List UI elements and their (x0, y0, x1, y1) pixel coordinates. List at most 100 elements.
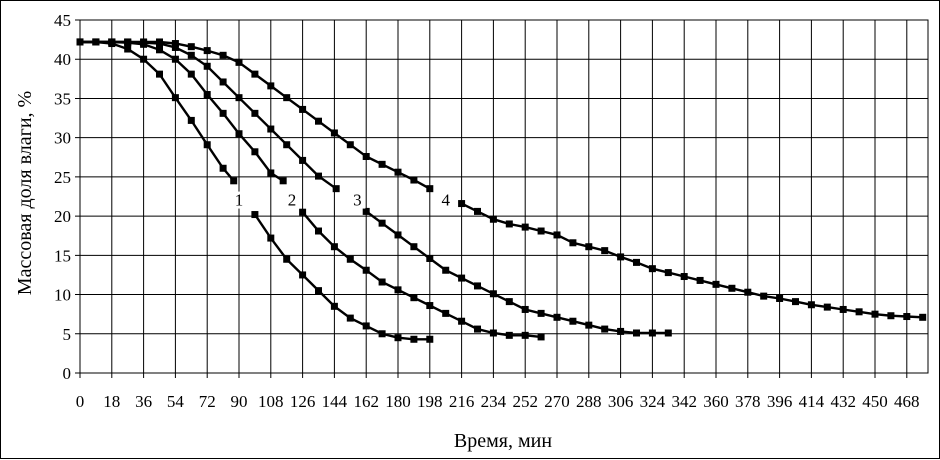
data-point (378, 278, 386, 286)
data-point (332, 185, 340, 193)
series-layer (76, 38, 927, 343)
data-point (140, 38, 148, 46)
data-point (553, 313, 561, 321)
data-point (426, 302, 434, 310)
data-point (617, 253, 625, 261)
data-point (521, 331, 529, 339)
data-point (410, 176, 418, 184)
data-point (394, 231, 402, 239)
series-label: 1 (235, 191, 244, 210)
data-point (378, 219, 386, 227)
data-point (251, 211, 259, 219)
data-point (776, 294, 784, 302)
data-point (171, 94, 179, 102)
data-point (279, 177, 287, 185)
data-point (219, 109, 227, 117)
data-point (171, 43, 179, 51)
data-point (299, 271, 307, 279)
data-point (871, 310, 879, 318)
data-point (171, 55, 179, 63)
data-point (426, 335, 434, 343)
x-tick-label: 180 (385, 392, 411, 411)
data-point (251, 109, 259, 117)
data-point (124, 38, 132, 46)
data-point (489, 290, 497, 298)
data-point (458, 274, 466, 282)
data-point (537, 309, 545, 317)
data-point (442, 309, 450, 317)
data-point (346, 255, 354, 263)
x-tick-label: 324 (640, 392, 666, 411)
data-point (474, 325, 481, 333)
data-point (648, 329, 656, 337)
series-2 (76, 38, 545, 341)
data-point (569, 239, 577, 247)
data-point (617, 327, 625, 335)
x-tick-label: 252 (512, 392, 538, 411)
data-point (648, 265, 656, 273)
x-tick-label: 288 (576, 392, 602, 411)
x-tick-label: 468 (894, 392, 920, 411)
data-point (187, 70, 195, 78)
series-line (253, 213, 430, 341)
y-tick-label: 0 (63, 364, 72, 383)
data-point (124, 45, 132, 53)
x-axis-label: Время, мин (454, 430, 552, 452)
data-point (219, 51, 227, 59)
label-bg (284, 191, 300, 209)
data-point (251, 70, 259, 78)
data-point (362, 322, 370, 330)
data-point (744, 288, 752, 296)
x-tick-label: 432 (830, 392, 856, 411)
data-point (315, 227, 322, 235)
x-tick-label: 126 (290, 392, 316, 411)
data-point (378, 330, 386, 338)
data-point (315, 117, 322, 125)
x-tick-label: 198 (417, 392, 443, 411)
data-point (330, 129, 338, 137)
data-point (633, 258, 640, 266)
y-tick-label: 20 (54, 207, 71, 226)
data-point (235, 130, 243, 138)
series-label: 3 (353, 191, 362, 210)
y-tick-label: 5 (63, 325, 72, 344)
y-tick-label: 25 (54, 168, 71, 187)
data-point (426, 254, 434, 262)
data-point (489, 329, 497, 337)
data-point (76, 38, 84, 46)
data-point (203, 62, 211, 70)
data-point (299, 156, 307, 164)
data-point (601, 325, 609, 333)
data-point (537, 227, 545, 235)
x-tick-label: 414 (799, 392, 825, 411)
data-point (410, 243, 418, 251)
series-labels: 1 2 3 4 (231, 191, 454, 210)
data-point (569, 317, 577, 325)
data-point (203, 141, 211, 149)
y-tick-labels: 0 5 10 15 20 25 30 35 40 45 (54, 11, 71, 383)
data-point (394, 286, 402, 294)
data-point (230, 177, 238, 185)
data-point (235, 58, 243, 66)
data-point (728, 284, 736, 292)
data-point (696, 276, 704, 284)
x-tick-label: 90 (231, 392, 248, 411)
data-point (330, 243, 338, 251)
data-point (187, 43, 195, 51)
data-point (315, 287, 322, 295)
x-tick-label: 54 (167, 392, 185, 411)
data-point (156, 38, 163, 46)
data-point (92, 38, 100, 46)
series-line (365, 210, 669, 335)
y-tick-label: 35 (54, 89, 71, 108)
data-point (362, 152, 370, 160)
x-tick-label: 108 (258, 392, 284, 411)
label-bg (349, 191, 366, 209)
data-point (156, 70, 163, 78)
data-point (553, 231, 561, 239)
data-point (458, 200, 466, 208)
x-tick-label: 234 (481, 392, 507, 411)
x-tick-label: 144 (322, 392, 348, 411)
data-point (187, 116, 195, 124)
data-point (235, 94, 243, 102)
